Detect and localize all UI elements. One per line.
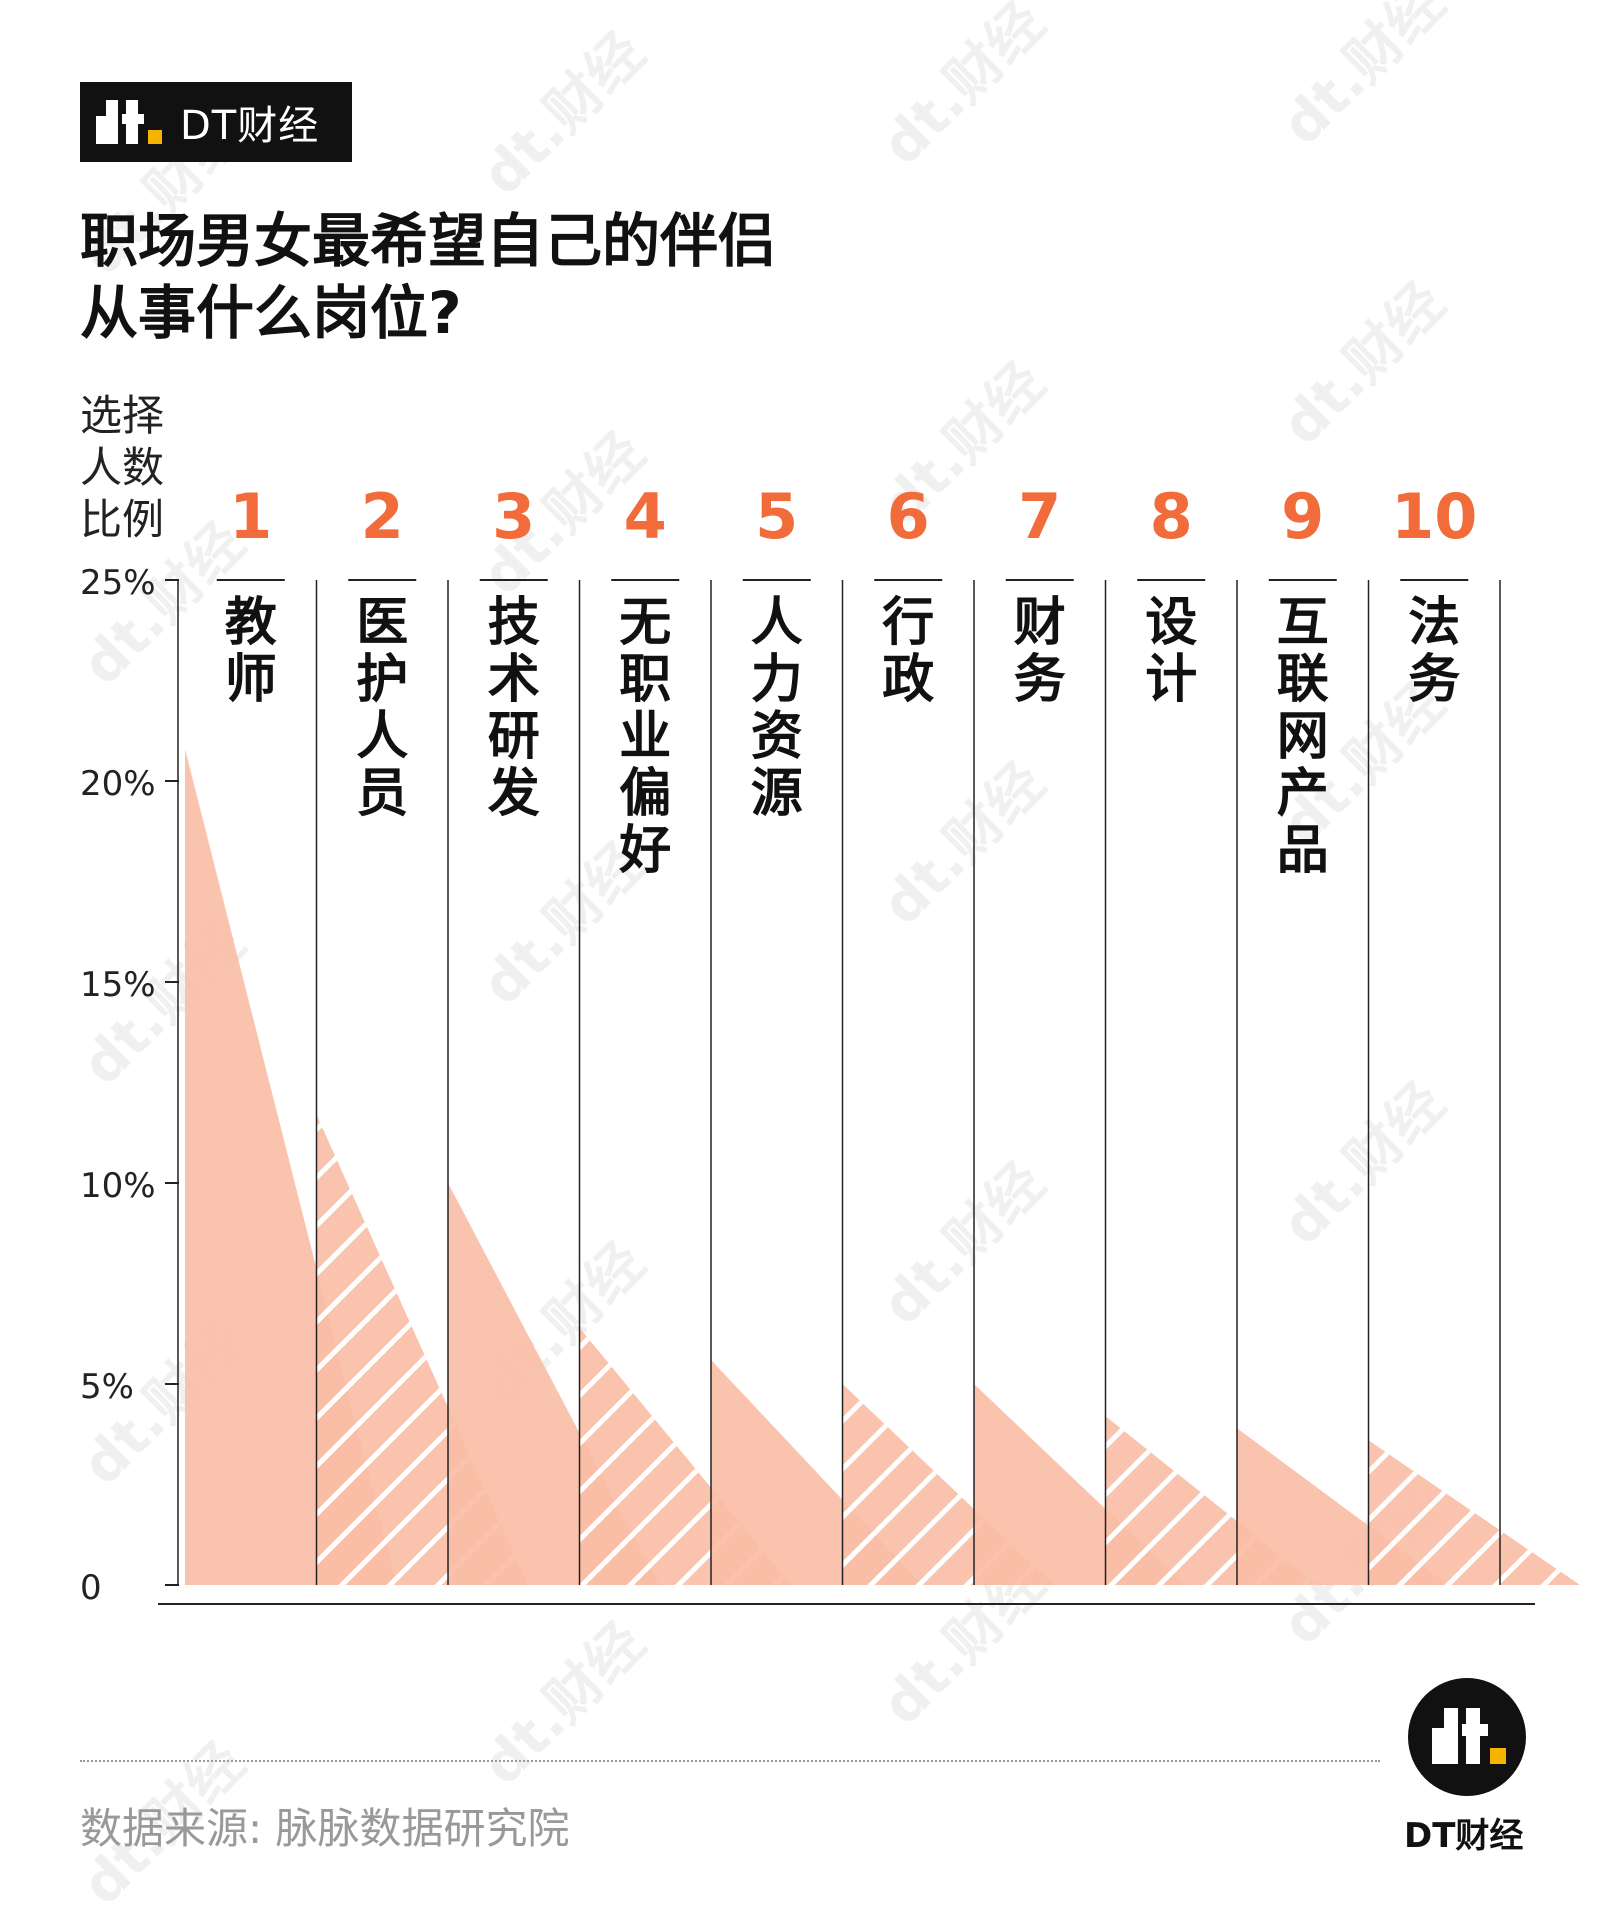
rank-label: 6 bbox=[887, 480, 930, 553]
category-label: 设计 bbox=[1145, 593, 1197, 710]
y-tick-label: 10% bbox=[80, 1166, 156, 1206]
y-axis-label-line: 人数 bbox=[80, 443, 165, 492]
footer-separator bbox=[80, 1760, 1380, 1762]
footer-brand-name: DT财经 bbox=[1404, 1816, 1524, 1856]
rank-label: 1 bbox=[229, 480, 272, 553]
title-line-2: 从事什么岗位? bbox=[80, 279, 462, 347]
rank-label: 7 bbox=[1018, 480, 1061, 553]
y-axis-label: 选择 人数 比例 bbox=[80, 390, 164, 546]
rank-label: 3 bbox=[492, 480, 535, 553]
data-source: 数据来源: 脉脉数据研究院 bbox=[80, 1804, 570, 1853]
category-label: 人力资源 bbox=[751, 593, 803, 824]
category-label: 无职业偏好 bbox=[618, 593, 671, 881]
y-tick-label: 5% bbox=[80, 1367, 134, 1407]
area-mark bbox=[711, 1359, 923, 1585]
title-line-1: 职场男女最希望自己的伴侣 bbox=[80, 207, 777, 275]
y-axis-label-line: 比例 bbox=[80, 495, 165, 544]
y-axis-label-line: 选择 bbox=[80, 391, 165, 440]
y-tick-label: 15% bbox=[80, 965, 156, 1005]
chart-grid bbox=[158, 579, 1535, 1605]
category-label: 技术研发 bbox=[488, 593, 540, 824]
page-title: 职场男女最希望自己的伴侣 从事什么岗位? bbox=[80, 205, 776, 349]
category-label: 教师 bbox=[225, 593, 277, 710]
rank-label: 8 bbox=[1150, 480, 1193, 553]
brand-header: DT财经 bbox=[80, 82, 352, 162]
brand-name: DT财经 bbox=[180, 103, 320, 149]
y-tick-label: 0 bbox=[80, 1568, 102, 1608]
category-label: 医护人员 bbox=[356, 593, 408, 824]
area-hatch bbox=[1368, 1440, 1580, 1585]
chart-labels: 0 5% 10% 15% 20% 25% 1 教师 2 医护人员 3 技术研发 4 无职业偏好 5 人力资源 6… bbox=[80, 480, 1477, 1608]
category-label: 财务 bbox=[1014, 593, 1066, 710]
y-tick-label: 20% bbox=[80, 764, 156, 804]
area-mark bbox=[185, 748, 397, 1585]
chart: 0 5% 10% 15% 20% 25% 1 教师 2 医护人员 3 技术研发 4 无职业偏好 5 人力资源 6… bbox=[80, 480, 1580, 1608]
dt-round-logo-icon bbox=[1408, 1678, 1526, 1796]
y-tick-label: 25% bbox=[80, 563, 156, 603]
rank-label: 2 bbox=[361, 480, 404, 553]
rank-label: 4 bbox=[624, 480, 667, 553]
rank-label: 10 bbox=[1391, 480, 1477, 553]
dt-logo-icon bbox=[96, 100, 166, 144]
chart-areas bbox=[185, 748, 1580, 1585]
area-mark bbox=[1237, 1428, 1449, 1585]
category-label: 互联网产品 bbox=[1277, 593, 1329, 881]
category-label: 行政 bbox=[882, 593, 934, 710]
category-label: 法务 bbox=[1408, 593, 1460, 710]
area-hatch bbox=[579, 1327, 791, 1585]
rank-label: 5 bbox=[755, 480, 798, 553]
rank-label: 9 bbox=[1281, 480, 1324, 553]
